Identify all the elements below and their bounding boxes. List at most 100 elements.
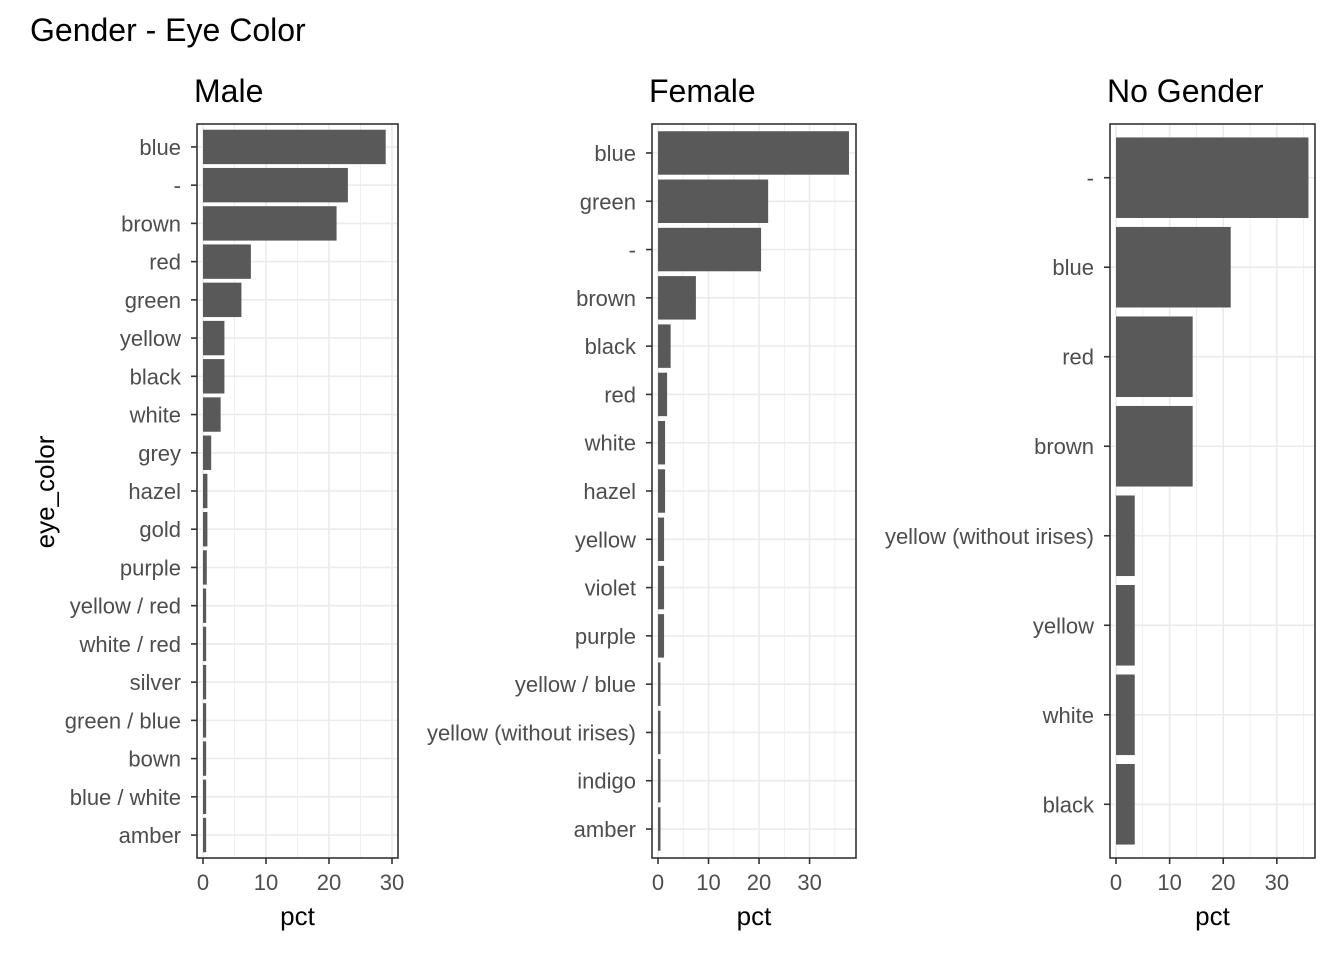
facet-2: - blue red brown yellow (without irises) yell… [885, 73, 1316, 931]
y-tick-label: red [604, 382, 636, 407]
x-tick-label: 10 [696, 870, 720, 895]
bar-black [203, 359, 225, 394]
x-tick-label: 10 [1157, 870, 1181, 895]
y-tick-label: blue [594, 141, 636, 166]
y-tick-label: yellow [120, 326, 181, 351]
y-tick-label: amber [119, 823, 181, 848]
y-tick-label: white [129, 403, 181, 428]
bar-silver [203, 664, 207, 700]
y-tick-label: yellow / blue [515, 672, 636, 697]
facet-title: Male [194, 73, 263, 109]
bar-violet [658, 565, 665, 610]
bar-blue-white [203, 779, 207, 815]
x-tick-label: 30 [1265, 870, 1289, 895]
y-tick-label: blue [139, 135, 181, 160]
bar-black [658, 324, 671, 368]
panel-border [1109, 123, 1316, 859]
facet-title: Female [649, 73, 756, 109]
bar-brown [658, 276, 696, 320]
facet-0: blue - brown red green yellow black white grey ha… [65, 73, 404, 931]
facets: blue - brown red green yellow black white grey ha… [65, 73, 1316, 931]
bar-yellow-without-irises- [1116, 495, 1135, 577]
y-tick-label: black [1043, 792, 1095, 817]
y-tick-label: brown [121, 211, 181, 236]
facet-title: No Gender [1107, 73, 1264, 109]
x-axis-title: pct [1195, 901, 1230, 931]
x-tick-label: 0 [197, 870, 209, 895]
bar-blue [1116, 226, 1231, 308]
y-tick-label: indigo [577, 769, 636, 794]
y-tick-label: gold [139, 517, 181, 542]
x-tick-label: 20 [317, 870, 341, 895]
x-tick-label: 20 [747, 870, 771, 895]
bar-yellow-without-irises- [658, 710, 661, 755]
bar-black [1116, 764, 1135, 845]
y-tick-label: yellow [575, 527, 636, 552]
x-axis-title: pct [737, 901, 772, 931]
y-tick-label: yellow [1033, 613, 1094, 638]
y-tick-label: white [1042, 703, 1094, 728]
y-tick-label: blue [1052, 255, 1094, 280]
x-tick-label: 10 [254, 870, 278, 895]
bar-brown [203, 206, 337, 241]
bar-green [658, 179, 769, 223]
y-tick-label: silver [130, 670, 181, 695]
bar-blue [203, 129, 386, 165]
y-tick-label: black [130, 364, 182, 389]
bar-red [203, 244, 251, 279]
bar-blue [658, 131, 849, 175]
bar-yellow-blue [658, 662, 661, 706]
y-tick-label: black [585, 334, 637, 359]
y-tick-label: yellow / red [70, 594, 181, 619]
y-tick-label: hazel [128, 479, 181, 504]
y-tick-label: violet [585, 576, 636, 601]
bar-red [658, 372, 668, 417]
x-tick-label: 30 [380, 870, 404, 895]
bar-white-red [203, 626, 207, 662]
y-tick-label: blue / white [70, 785, 181, 810]
y-tick-label: green [580, 189, 636, 214]
bar-yellow-red [203, 588, 207, 623]
y-tick-label: grey [138, 441, 181, 466]
facet-1: blue green - brown black red white hazel yellow v… [427, 73, 857, 931]
x-tick-label: 30 [797, 870, 821, 895]
y-tick-label: - [629, 238, 636, 263]
bar-bown [203, 741, 207, 776]
y-tick-label: - [174, 173, 181, 198]
y-tick-label: yellow (without irises) [885, 524, 1094, 549]
y-tick-label: purple [575, 624, 636, 649]
bar-yellow [1116, 584, 1135, 666]
y-tick-label: white [584, 431, 636, 456]
bar-gold [203, 512, 208, 547]
y-tick-label: red [149, 250, 181, 275]
bar-- [658, 227, 762, 272]
y-tick-label: green / blue [65, 708, 181, 733]
x-tick-label: 20 [1211, 870, 1235, 895]
bar-yellow [203, 320, 225, 356]
y-tick-label: brown [576, 286, 636, 311]
x-tick-label: 0 [652, 870, 664, 895]
bar-indigo [658, 759, 661, 803]
bar-green-blue [203, 703, 207, 738]
y-tick-label: hazel [583, 479, 636, 504]
y-tick-label: brown [1034, 434, 1094, 459]
bar-hazel [203, 473, 208, 509]
x-axis-title: pct [280, 901, 315, 931]
bar-amber [658, 807, 661, 851]
bar-white [1116, 674, 1135, 756]
bar-green [203, 282, 242, 318]
y-tick-label: green [125, 288, 181, 313]
bar-red [1116, 316, 1193, 398]
bar-white [658, 420, 666, 465]
y-tick-label: red [1062, 345, 1094, 370]
bar-purple [203, 550, 207, 585]
y-tick-label: amber [574, 817, 636, 842]
bar-amber [203, 817, 207, 853]
x-tick-label: 0 [1110, 870, 1122, 895]
chart-title: Gender - Eye Color [30, 12, 306, 48]
y-tick-label: yellow (without irises) [427, 720, 636, 745]
bar-yellow [658, 517, 665, 562]
y-tick-label: purple [120, 555, 181, 580]
